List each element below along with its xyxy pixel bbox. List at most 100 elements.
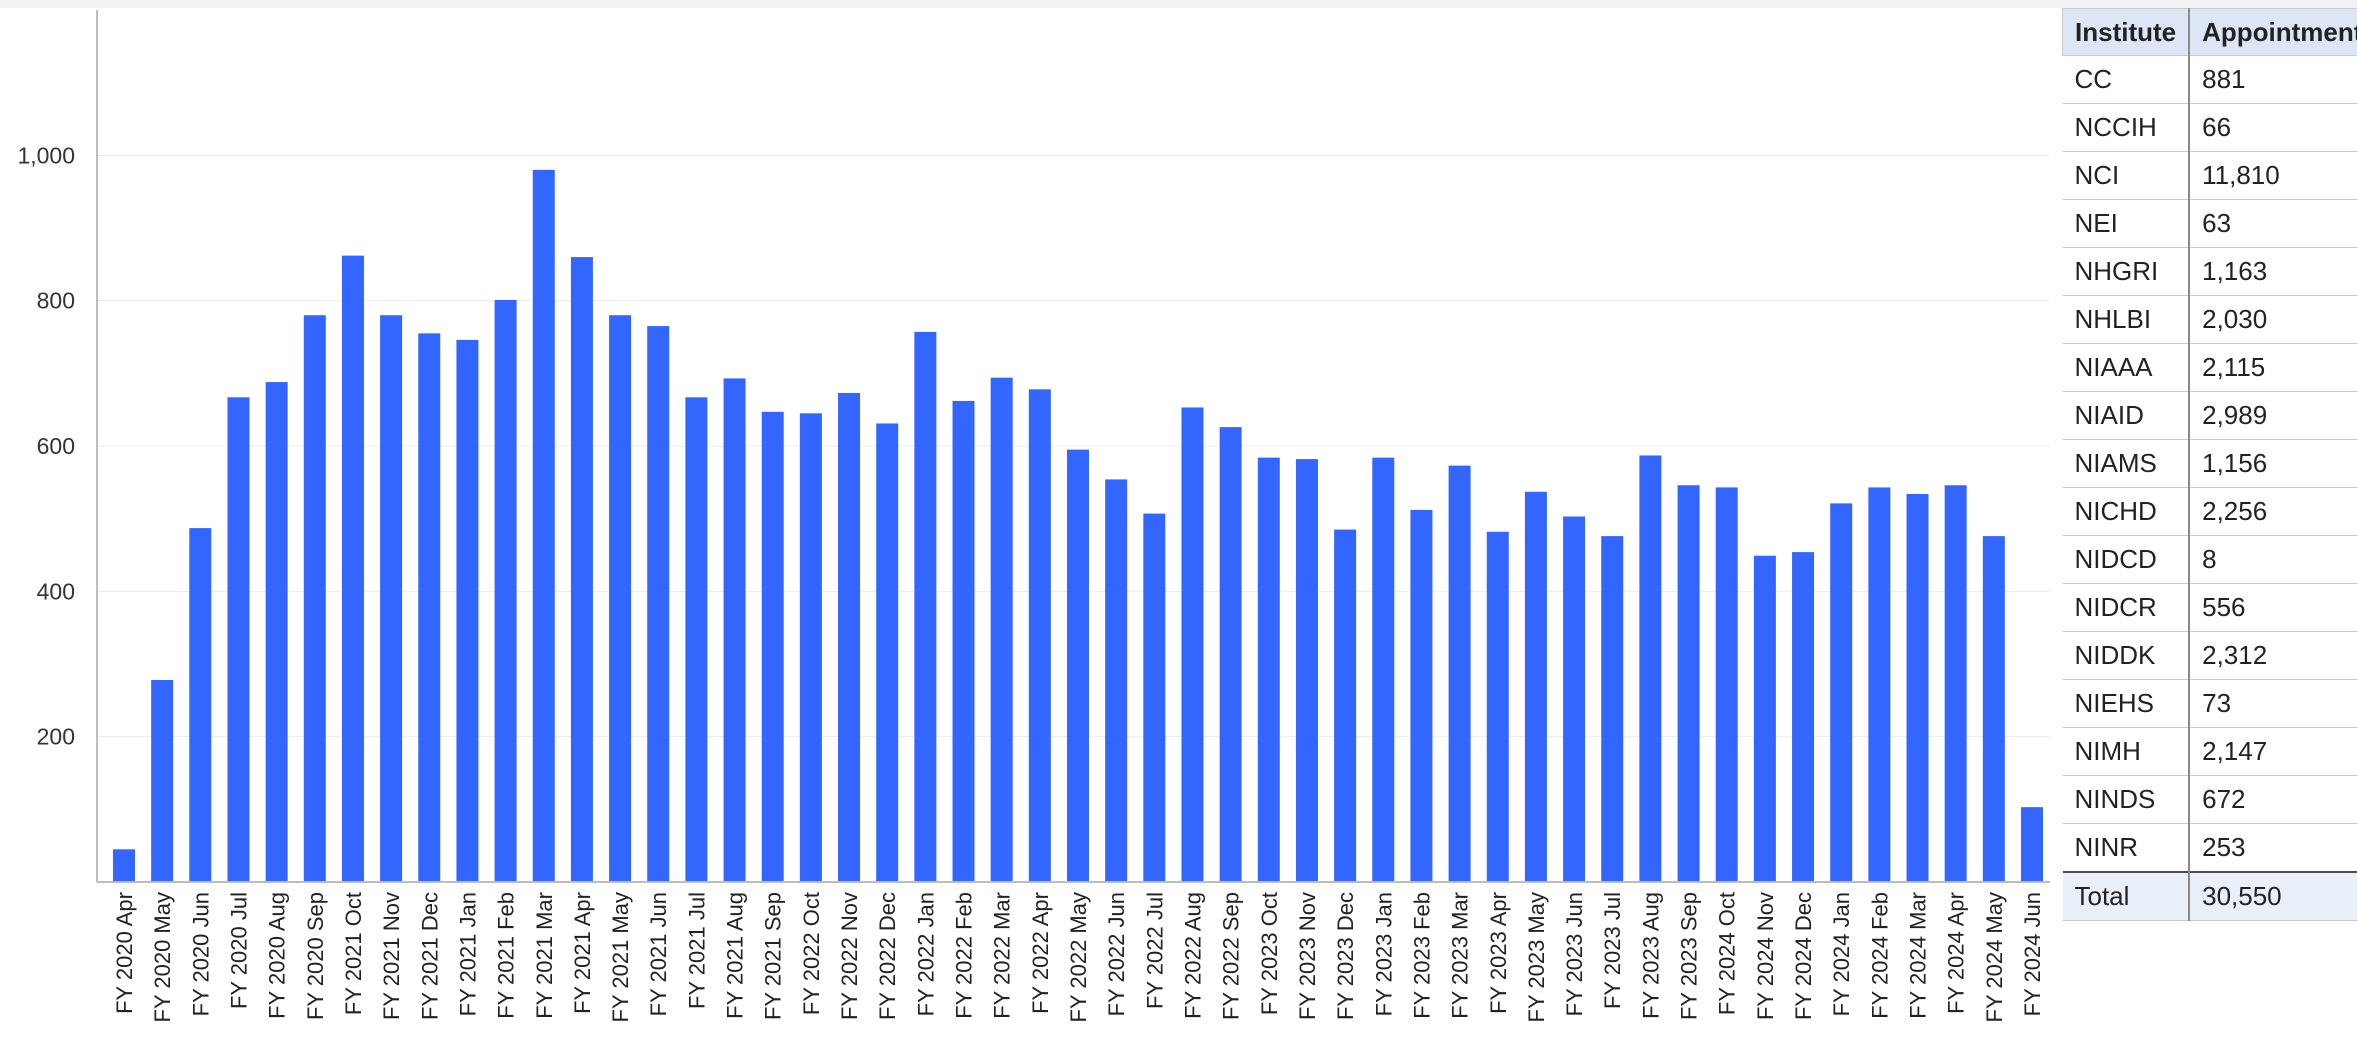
x-tick-label: FY 2023 Jun xyxy=(1562,892,1587,1016)
axes xyxy=(96,10,2050,883)
bar xyxy=(876,423,899,882)
institute-cell: NHGRI xyxy=(2062,247,2190,296)
bar xyxy=(1448,465,1471,882)
table-row: NINDS 672 xyxy=(2062,775,2357,824)
bar xyxy=(494,299,517,882)
institute-cell: NIMH xyxy=(2062,727,2190,776)
y-tick-label: 600 xyxy=(37,433,75,459)
appointments-cell: 1,156 xyxy=(2188,439,2357,488)
institute-cell: NIAMS xyxy=(2062,439,2190,488)
bar xyxy=(341,255,364,882)
bar xyxy=(570,257,593,883)
y-tick-label: 200 xyxy=(37,724,75,750)
x-tick-label: FY 2023 Nov xyxy=(1295,892,1320,1020)
table-row: CC 881 xyxy=(2062,55,2357,104)
bar xyxy=(1715,487,1738,882)
institute-column-header[interactable]: Institute xyxy=(2062,8,2190,56)
x-tick-label: FY 2021 Oct xyxy=(341,892,366,1015)
x-tick-label: FY 2021 Mar xyxy=(532,892,557,1019)
appointments-cell: 2,256 xyxy=(2188,487,2357,536)
x-tick-label: FY 2022 Nov xyxy=(837,892,862,1020)
x-tick-label: FY 2024 Apr xyxy=(1944,892,1969,1014)
x-tick-label: FY 2023 Aug xyxy=(1638,892,1663,1019)
bar xyxy=(113,849,135,882)
table-row: NIAAA 2,115 xyxy=(2062,343,2357,392)
appointments-cell: 672 xyxy=(2188,775,2357,824)
x-tick-label: FY 2022 Sep xyxy=(1219,892,1244,1020)
bar xyxy=(914,331,937,882)
institute-cell: NINDS xyxy=(2062,775,2190,824)
appointments-cell: 253 xyxy=(2188,823,2357,873)
table-row: NIDDK 2,312 xyxy=(2062,631,2357,680)
x-tick-label: FY 2021 Apr xyxy=(570,892,595,1014)
x-tick-label: FY 2023 Apr xyxy=(1486,892,1511,1014)
bar xyxy=(1257,457,1280,882)
x-tick-label: FY 2024 Jan xyxy=(1829,892,1854,1016)
table-body: CC 881 NCCIH 66 NCI 11,810 NEI 63 NHGRI 1,163 NHLB… xyxy=(2062,55,2357,873)
institute-cell: NIEHS xyxy=(2062,679,2190,728)
total-row: Total 30,550 xyxy=(2062,871,2357,921)
appointments-cell: 11,810 xyxy=(2188,151,2357,200)
x-tick-label: FY 2021 May xyxy=(608,892,633,1022)
x-tick-label: FY 2024 May xyxy=(1982,892,2007,1022)
bar xyxy=(1410,509,1433,882)
bar xyxy=(1792,552,1815,882)
table-row: NIAID 2,989 xyxy=(2062,391,2357,440)
x-tick-label: FY 2022 Jul xyxy=(1142,892,1167,1009)
bar xyxy=(1028,389,1051,882)
bar xyxy=(1067,449,1089,882)
x-tick-label: FY 2020 Aug xyxy=(265,892,290,1019)
bar xyxy=(1753,555,1776,882)
x-tick-label: FY 2020 Apr xyxy=(112,892,137,1014)
bar xyxy=(1677,485,1700,882)
table-row: NIAMS 1,156 xyxy=(2062,439,2357,488)
table-header-row: Institute Appointments xyxy=(2062,8,2357,56)
x-tick-label: FY 2022 Aug xyxy=(1180,892,1205,1019)
institute-cell: NCI xyxy=(2062,151,2190,200)
bar xyxy=(761,411,784,882)
bar xyxy=(2021,807,2043,882)
x-tick-label: FY 2024 Nov xyxy=(1753,892,1778,1020)
appointments-cell: 8 xyxy=(2188,535,2357,584)
x-tick-label: FY 2022 Jun xyxy=(1104,892,1129,1016)
appointments-column-header[interactable]: Appointments xyxy=(2188,8,2357,56)
x-tick-label: FY 2023 Jul xyxy=(1600,892,1625,1009)
bar xyxy=(189,528,212,882)
institute-cell: NIDCR xyxy=(2062,583,2190,632)
bar xyxy=(151,679,174,882)
appointments-cell: 1,163 xyxy=(2188,247,2357,296)
x-tick-label: FY 2020 Jun xyxy=(188,892,213,1016)
x-tick-label: FY 2023 Oct xyxy=(1257,892,1282,1015)
x-tick-label: FY 2024 Jun xyxy=(2020,892,2045,1016)
x-tick-label: FY 2021 Aug xyxy=(723,892,748,1019)
bar xyxy=(1601,536,1624,882)
y-tick-label: 1,000 xyxy=(17,142,75,168)
x-tick-label: FY 2023 Jan xyxy=(1371,892,1396,1016)
x-tick-label: FY 2022 Feb xyxy=(952,892,977,1019)
table-row: NIEHS 73 xyxy=(2062,679,2357,728)
x-tick-label: FY 2022 Jan xyxy=(913,892,938,1016)
bar xyxy=(799,413,822,882)
x-tick-label: FY 2024 Dec xyxy=(1791,892,1816,1020)
x-tick-label: FY 2021 Jun xyxy=(646,892,671,1016)
bar xyxy=(1524,491,1547,882)
table-row: NCI 11,810 xyxy=(2062,151,2357,200)
x-tick-label: FY 2021 Jul xyxy=(684,892,709,1009)
x-tick-label: FY 2021 Dec xyxy=(417,892,442,1020)
bar xyxy=(838,392,861,882)
x-tick-label: FY 2021 Sep xyxy=(761,892,786,1020)
bar xyxy=(609,315,632,882)
bar xyxy=(265,382,288,882)
bar xyxy=(990,377,1013,882)
total-value: 30,550 xyxy=(2188,871,2357,921)
x-tick-labels: FY 2020 Apr FY 2020 May FY 2020 Jun FY 2020… xyxy=(112,892,2045,1022)
x-tick-label: FY 2021 Nov xyxy=(379,892,404,1020)
bar xyxy=(456,339,479,882)
table-row: NINR 253 xyxy=(2062,823,2357,873)
total-label: Total xyxy=(2062,871,2190,921)
appointments-cell: 2,115 xyxy=(2188,343,2357,392)
institute-cell: NHLBI xyxy=(2062,295,2190,344)
bars xyxy=(113,169,2043,883)
x-tick-label: FY 2022 May xyxy=(1066,892,1091,1022)
bar xyxy=(1181,407,1204,882)
